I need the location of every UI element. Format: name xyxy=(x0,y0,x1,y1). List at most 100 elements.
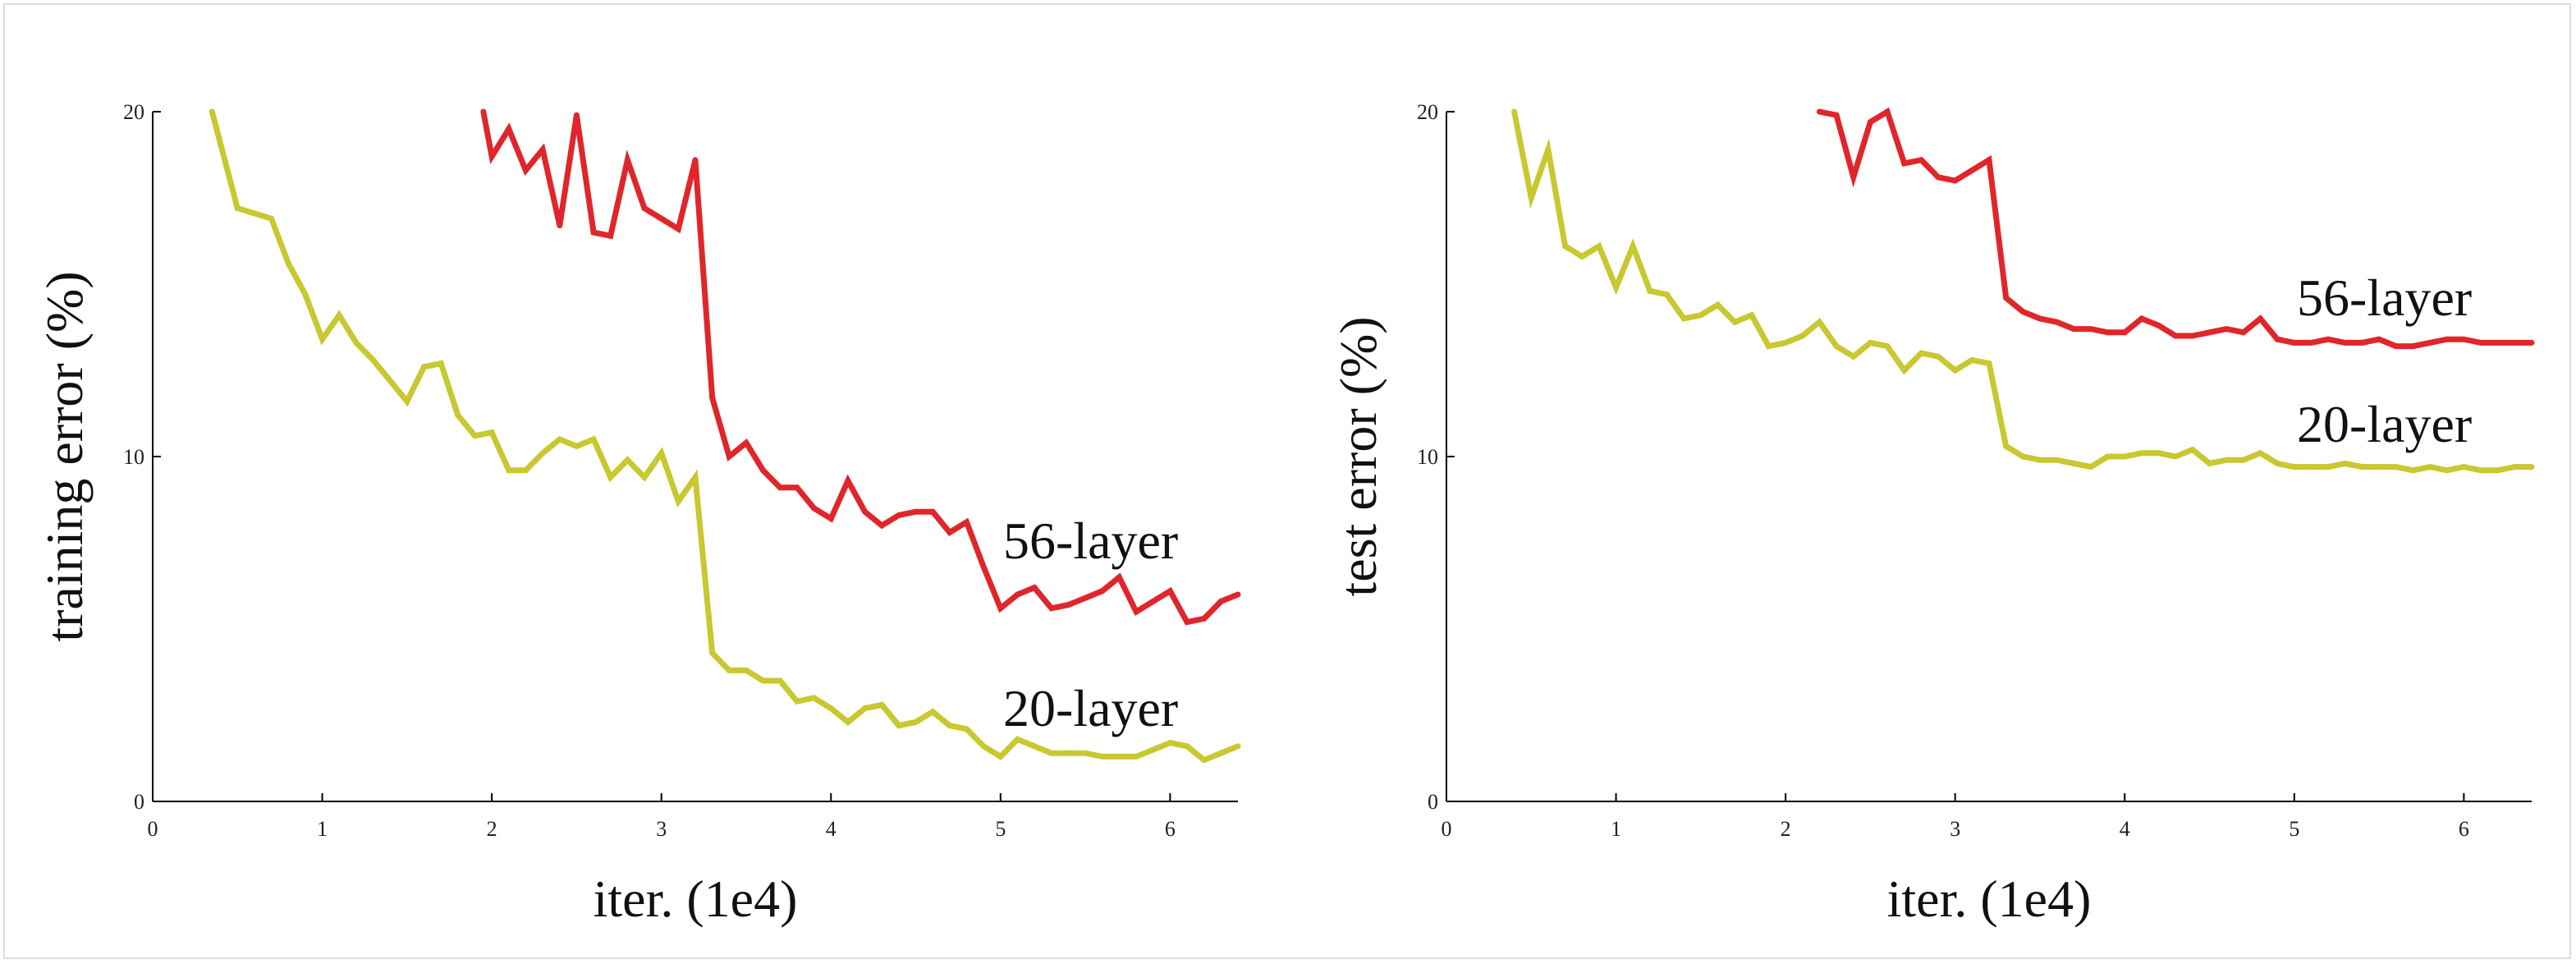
data-point xyxy=(624,457,630,463)
data-point xyxy=(1952,367,1959,374)
data-point xyxy=(2528,464,2535,471)
data-point xyxy=(2274,336,2280,342)
data-point xyxy=(2495,467,2501,474)
data-point xyxy=(777,677,783,684)
figure-frame xyxy=(3,3,2571,959)
data-point xyxy=(2291,339,2298,346)
data-point xyxy=(1969,167,1975,173)
data-point xyxy=(370,356,376,363)
data-point xyxy=(2189,333,2196,339)
data-point xyxy=(1629,243,1636,250)
data-point xyxy=(1766,343,1772,350)
x-tick-label: 3 xyxy=(1950,817,1960,841)
data-point xyxy=(319,336,326,342)
data-point xyxy=(964,726,969,732)
x-tick-label: 4 xyxy=(826,817,837,841)
data-point xyxy=(1664,291,1670,298)
x-tick-label: 2 xyxy=(487,817,497,841)
data-point xyxy=(1867,339,1873,346)
data-point xyxy=(438,360,444,367)
data-point xyxy=(1799,333,1806,339)
data-point xyxy=(2308,464,2314,471)
data-point xyxy=(1731,319,1738,325)
y-axis-title: test error (%) xyxy=(1329,316,1387,596)
data-point xyxy=(488,429,495,436)
y-axis-title: training error (%) xyxy=(35,271,94,641)
x-tick-label: 4 xyxy=(2120,817,2130,841)
data-point xyxy=(2070,326,2077,333)
data-point xyxy=(709,650,716,656)
data-point xyxy=(658,215,665,222)
data-point xyxy=(896,512,902,518)
data-point xyxy=(726,667,732,673)
data-point xyxy=(1647,287,1653,294)
data-point xyxy=(777,484,783,491)
data-point xyxy=(1201,615,1208,622)
y-tick-label: 20 xyxy=(123,100,144,124)
data-point xyxy=(1833,343,1840,350)
data-point xyxy=(1952,177,1959,184)
data-point xyxy=(2511,464,2518,471)
data-point xyxy=(421,364,427,370)
data-point xyxy=(2427,339,2433,346)
data-point xyxy=(2156,322,2162,328)
data-point xyxy=(2393,464,2400,471)
data-point xyxy=(404,398,410,405)
data-point xyxy=(455,412,461,419)
data-point xyxy=(1065,750,1071,756)
series-line-56-layer xyxy=(480,111,1240,626)
data-point xyxy=(1918,157,1924,163)
data-point xyxy=(1833,112,1840,118)
data-point xyxy=(2477,339,2484,346)
data-point xyxy=(2325,336,2331,342)
data-point xyxy=(947,723,953,729)
data-point xyxy=(1184,619,1190,626)
data-point xyxy=(692,474,699,480)
data-point xyxy=(2409,343,2416,350)
data-point xyxy=(743,439,749,446)
data-point xyxy=(675,226,681,232)
data-point xyxy=(557,436,563,443)
data-point xyxy=(285,260,291,267)
data-point xyxy=(573,443,580,449)
y-tick-label: 0 xyxy=(134,790,144,814)
data-point xyxy=(1201,757,1208,764)
data-point xyxy=(2172,333,2179,339)
data-point xyxy=(1935,174,1941,181)
y-tick-label: 10 xyxy=(1417,445,1438,469)
data-point xyxy=(2207,329,2212,336)
x-axis-title: iter. (1e4) xyxy=(594,870,798,928)
data-point xyxy=(2325,464,2331,471)
data-point xyxy=(2358,464,2365,471)
data-point xyxy=(2105,329,2111,336)
data-point xyxy=(2105,453,2111,460)
x-tick-label: 6 xyxy=(2459,817,2469,841)
data-point xyxy=(2207,460,2212,466)
data-point xyxy=(1015,736,1020,742)
data-point xyxy=(506,467,512,474)
data-point xyxy=(845,477,851,484)
data-point xyxy=(2358,339,2365,346)
data-point xyxy=(2274,460,2280,466)
data-point xyxy=(268,215,275,222)
data-point xyxy=(760,677,767,684)
data-point xyxy=(2257,315,2263,322)
data-point xyxy=(353,339,360,346)
data-point xyxy=(2003,295,2010,301)
data-point xyxy=(1715,301,1721,308)
data-point xyxy=(1884,343,1891,350)
data-point xyxy=(2376,336,2382,342)
x-tick-label: 1 xyxy=(1611,817,1621,841)
data-point xyxy=(1082,594,1089,601)
y-tick-label: 20 xyxy=(1417,100,1438,124)
data-point xyxy=(964,519,969,526)
data-point xyxy=(2427,464,2433,471)
data-point xyxy=(1217,598,1224,604)
data-point xyxy=(1082,750,1089,756)
data-point xyxy=(472,433,478,439)
data-point xyxy=(1935,353,1941,360)
data-point xyxy=(2088,464,2094,471)
data-point xyxy=(1816,108,1822,115)
data-point xyxy=(862,705,869,712)
data-point xyxy=(302,291,309,298)
